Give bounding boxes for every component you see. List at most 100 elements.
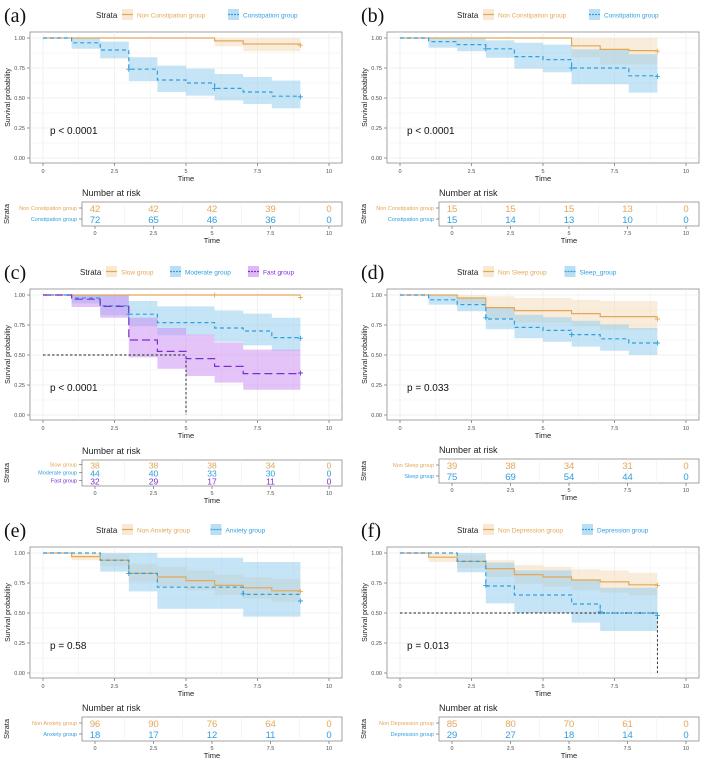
legend-title: Strata xyxy=(457,268,479,277)
survival-curve-0 xyxy=(400,552,658,586)
risk-table: Number at risk Slow group 38 38 38 34 0 Moderat… xyxy=(2,446,343,505)
risk-x-tick-label: 0 xyxy=(450,231,453,237)
risk-row-label: Slow group xyxy=(49,463,77,469)
risk-value: 12 xyxy=(207,730,218,741)
y-tick-label: 0.50 xyxy=(14,611,25,617)
legend-entry-1: Depression group xyxy=(597,528,649,535)
risk-value: 42 xyxy=(90,204,101,215)
legend: Strata Non Anxiety group Anxiety group xyxy=(96,524,266,535)
risk-value: 80 xyxy=(505,719,516,730)
x-tick-label: 10 xyxy=(326,684,332,690)
risk-x-axis-label: Time xyxy=(561,751,577,760)
x-tick-label: 7.5 xyxy=(254,169,262,175)
x-axis-label: Time xyxy=(178,689,194,698)
risk-value: 18 xyxy=(90,730,101,741)
risk-x-tick-label: 2.5 xyxy=(507,231,515,237)
legend: Strata Non Sleep group Sleep_group xyxy=(457,266,617,277)
legend-key-2 xyxy=(248,266,259,277)
survival-curve-1 xyxy=(400,294,658,344)
risk-value: 0 xyxy=(683,472,688,483)
survival-curve-0 xyxy=(400,294,658,318)
risk-x-tick-label: 0 xyxy=(93,746,96,752)
legend: Strata Non Constipation group Constipation… xyxy=(457,9,659,20)
risk-row-label: Depression group xyxy=(391,732,434,738)
risk-value: 17 xyxy=(148,730,159,741)
risk-x-tick-label: 0 xyxy=(93,231,96,237)
risk-x-axis-label: Time xyxy=(204,496,220,505)
p-value: p < 0.0001 xyxy=(407,126,455,137)
risk-x-tick-label: 5 xyxy=(210,746,213,752)
x-tick-label: 0 xyxy=(41,169,44,175)
censor-mark xyxy=(297,588,303,594)
y-tick-label: 0.00 xyxy=(371,671,382,677)
risk-table-title: Number at risk xyxy=(439,703,498,713)
risk-value: 14 xyxy=(505,215,516,226)
y-tick-label: 0.50 xyxy=(371,611,382,617)
risk-x-tick-label: 5 xyxy=(210,231,213,237)
panel-label: (f) xyxy=(361,520,381,542)
censor-mark xyxy=(297,335,303,341)
risk-table-title: Number at risk xyxy=(439,445,498,455)
censor-mark xyxy=(212,85,218,91)
x-tick-label: 5 xyxy=(184,169,187,175)
risk-value: 96 xyxy=(90,719,101,730)
y-tick-label: 0.75 xyxy=(14,66,25,72)
risk-row-label: Non Constipation group xyxy=(376,206,434,212)
km-panel-a: (a) Strata Non Constipation group Constipat… xyxy=(2,5,343,245)
risk-table-title: Number at risk xyxy=(82,446,141,456)
y-tick-label: 0.50 xyxy=(14,96,25,102)
x-axis-label: Time xyxy=(178,431,194,440)
x-tick-label: 5 xyxy=(541,684,544,690)
y-tick-label: 0.25 xyxy=(14,126,25,132)
y-tick-label: 0.25 xyxy=(371,126,382,132)
risk-table-title: Number at risk xyxy=(82,703,141,713)
x-tick-label: 7.5 xyxy=(611,684,619,690)
p-value: p = 0.033 xyxy=(407,383,449,394)
legend-key-1 xyxy=(564,266,576,277)
censor-mark xyxy=(240,591,246,597)
risk-value: 61 xyxy=(622,719,633,730)
x-tick-label: 10 xyxy=(683,426,689,432)
risk-x-tick-label: 5 xyxy=(567,231,570,237)
risk-value: 38 xyxy=(149,461,159,471)
legend-entry-2: Fast group xyxy=(263,270,294,277)
x-axis-label: Time xyxy=(535,431,551,440)
risk-table: Number at risk Non Anxiety group 96 90 76 64 0… xyxy=(2,703,343,760)
panel-label: (a) xyxy=(4,5,26,27)
censor-mark xyxy=(654,582,660,588)
survival-curve-0 xyxy=(43,37,301,45)
legend: Strata Slow group Moderate group Fast group xyxy=(80,266,294,277)
x-tick-label: 7.5 xyxy=(254,426,262,432)
risk-value: 15 xyxy=(447,204,458,215)
risk-x-tick-label: 10 xyxy=(326,491,332,497)
risk-y-axis-label: Strata xyxy=(359,203,368,224)
risk-x-tick-label: 5 xyxy=(567,488,570,494)
risk-value: 39 xyxy=(265,204,276,215)
censor-mark xyxy=(297,94,303,100)
x-tick-label: 7.5 xyxy=(254,684,262,690)
legend: Strata Non Depression group Depression gro… xyxy=(457,524,649,535)
censor-mark xyxy=(297,370,303,376)
risk-value: 31 xyxy=(622,461,633,472)
risk-value: 13 xyxy=(622,204,633,215)
y-tick-label: 0.25 xyxy=(14,641,25,647)
panel-label: (b) xyxy=(361,5,384,27)
legend-entry-0: Non Constipation group xyxy=(137,13,206,20)
risk-x-tick-label: 7.5 xyxy=(624,746,632,752)
survival-curve-1 xyxy=(400,552,658,614)
legend-entry-0: Slow group xyxy=(121,270,154,277)
risk-value: 76 xyxy=(207,719,218,730)
risk-y-axis-label: Strata xyxy=(2,203,11,224)
risk-row-label: Constipation group xyxy=(31,217,77,223)
x-tick-label: 5 xyxy=(184,426,187,432)
y-tick-label: 0.25 xyxy=(371,383,382,389)
x-tick-label: 0 xyxy=(398,169,401,175)
legend-key-1 xyxy=(228,9,239,20)
survival-curve-1 xyxy=(400,37,658,77)
risk-value: 29 xyxy=(149,477,159,487)
risk-value: 39 xyxy=(447,461,458,472)
x-tick-label: 10 xyxy=(683,684,689,690)
risk-x-tick-label: 5 xyxy=(567,746,570,752)
risk-value: 15 xyxy=(505,204,516,215)
